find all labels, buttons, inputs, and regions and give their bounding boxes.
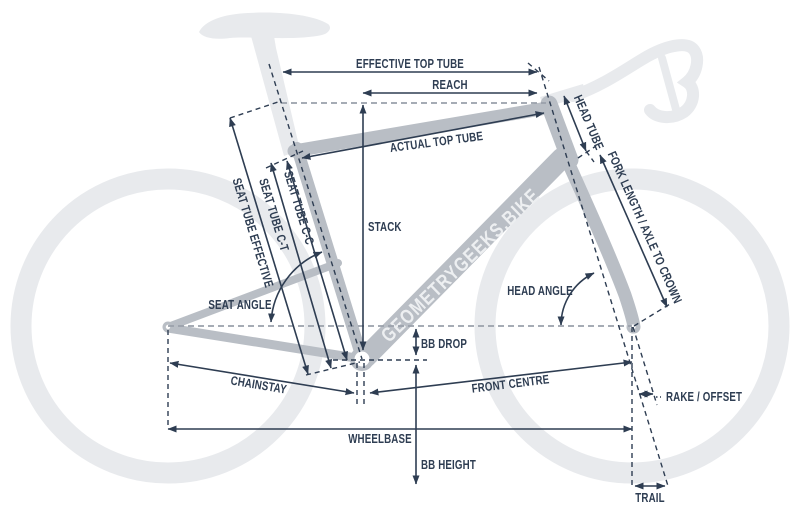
dim-seat-tube-effective (229, 117, 309, 375)
label-reach: REACH (432, 79, 467, 92)
dim-chainstay (169, 360, 355, 396)
svg-text:REACH: REACH (432, 79, 467, 92)
svg-text:RAKE / OFFSET: RAKE / OFFSET (666, 391, 742, 404)
label-seat-angle: SEAT ANGLE (208, 299, 272, 312)
svg-text:EFFECTIVE TOP TUBE: EFFECTIVE TOP TUBE (356, 58, 464, 71)
svg-text:HEAD TUBE: HEAD TUBE (571, 93, 606, 152)
brake-lever (658, 54, 681, 117)
label-wheelbase: WHEELBASE (348, 433, 412, 446)
label-head-angle: HEAD ANGLE (507, 285, 573, 298)
svg-text:STACK: STACK (368, 221, 402, 234)
watermark: GEOMETRYGEEKS.BIKE (377, 184, 544, 347)
steering-axis-line (538, 66, 669, 487)
below-bb-vertical-ticks (356, 363, 365, 407)
svg-text:WHEELBASE: WHEELBASE (348, 433, 412, 446)
label-effective-top-tube: EFFECTIVE TOP TUBE (356, 58, 464, 71)
label-bb-drop: BB DROP (421, 338, 467, 351)
fork-axle-extension-tick (633, 303, 671, 327)
dim-head-tube (563, 95, 587, 152)
chain-stay (163, 323, 361, 363)
handlebar (567, 39, 704, 123)
svg-text:BB HEIGHT: BB HEIGHT (421, 459, 476, 472)
label-trail: TRAIL (635, 492, 664, 505)
svg-text:SEAT ANGLE: SEAT ANGLE (208, 299, 272, 312)
seatpost (251, 36, 300, 156)
dim-head-angle-arc (557, 272, 595, 326)
down-tube (355, 147, 573, 368)
gray-guides (168, 102, 632, 327)
label-stack: STACK (368, 221, 402, 234)
svg-text:HEAD ANGLE: HEAD ANGLE (507, 285, 573, 298)
svg-text:BB DROP: BB DROP (421, 338, 467, 351)
head-top-tick (527, 62, 550, 82)
rake-parallel-line (632, 326, 658, 406)
light-components-stroke (567, 39, 704, 123)
dim-front-centre (369, 359, 633, 396)
dimension-lines (167, 68, 668, 490)
label-head-tube: HEAD TUBE (571, 93, 606, 152)
svg-text:TRAIL: TRAIL (635, 492, 664, 505)
saddle (199, 12, 330, 39)
label-rake-offset: RAKE / OFFSET (666, 391, 742, 404)
watermark-text: GEOMETRYGEEKS.BIKE (377, 184, 544, 347)
dim-seat-angle-arc (268, 251, 323, 323)
dim-fork-length (599, 154, 668, 308)
dim-actual-top-tube (301, 111, 545, 160)
label-bb-height: BB HEIGHT (421, 459, 476, 472)
